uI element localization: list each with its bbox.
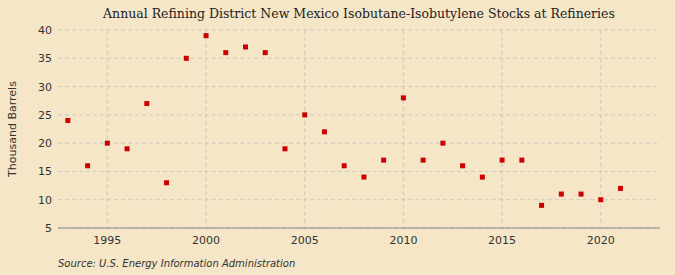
point xyxy=(539,203,544,208)
point xyxy=(263,50,268,55)
y-grid-line xyxy=(58,171,660,172)
point xyxy=(105,141,110,146)
y-tick-label: 15 xyxy=(38,165,52,178)
chart: 5 10 15 20 25 30 35 40 1995 2000 2005 2010 2015 2020 A… xyxy=(0,0,675,275)
point xyxy=(302,112,307,117)
point xyxy=(579,192,584,197)
point xyxy=(598,197,603,202)
x-tick-label: 2000 xyxy=(192,234,220,247)
point xyxy=(125,146,130,151)
y-grid-line xyxy=(58,30,660,31)
background xyxy=(0,0,675,275)
points xyxy=(65,33,623,208)
y-grid-line xyxy=(58,228,660,229)
point xyxy=(85,163,90,168)
point xyxy=(480,175,485,180)
x-grid-line xyxy=(304,30,305,228)
point xyxy=(282,146,287,151)
y-axis-label: Thousand Barrels xyxy=(6,81,19,178)
y-tick-label: 20 xyxy=(38,137,52,150)
point xyxy=(204,33,209,38)
point xyxy=(460,163,465,168)
y-tick-label: 25 xyxy=(38,109,52,122)
point xyxy=(164,180,169,185)
x-grid-line xyxy=(403,30,404,228)
x-grid-line xyxy=(206,30,207,228)
point xyxy=(184,56,189,61)
x-tick-label: 2005 xyxy=(291,234,319,247)
point xyxy=(421,158,426,163)
point xyxy=(519,158,524,163)
x-tick-label: 2020 xyxy=(587,234,615,247)
point xyxy=(559,192,564,197)
y-grid-line xyxy=(58,86,660,87)
y-grid-line xyxy=(58,114,660,115)
point xyxy=(618,186,623,191)
y-grid-line xyxy=(58,58,660,59)
point xyxy=(243,44,248,49)
point xyxy=(401,95,406,100)
x-tick-label: 1995 xyxy=(93,234,121,247)
point xyxy=(223,50,228,55)
x-axis-line xyxy=(58,228,660,229)
point xyxy=(381,158,386,163)
point xyxy=(342,163,347,168)
title: Annual Refining District New Mexico Isob… xyxy=(102,6,615,21)
point xyxy=(500,158,505,163)
x-grid-line xyxy=(502,30,503,228)
point xyxy=(65,118,70,123)
point xyxy=(144,101,149,106)
y-tick-label: 30 xyxy=(38,81,52,94)
y-tick-label: 40 xyxy=(38,24,52,37)
y-grid-line xyxy=(58,199,660,200)
point xyxy=(440,141,445,146)
x-tick-label: 2015 xyxy=(488,234,516,247)
y-tick-label: 10 xyxy=(38,194,52,207)
source: Source: U.S. Energy Information Administ… xyxy=(58,258,295,269)
point xyxy=(322,129,327,134)
x-grid-line xyxy=(107,30,108,228)
point xyxy=(361,175,366,180)
grid xyxy=(58,30,660,228)
y-tick-label: 35 xyxy=(38,52,52,65)
y-tick-label: 5 xyxy=(45,222,52,235)
y-grid-line xyxy=(58,143,660,144)
x-tick-label: 2010 xyxy=(389,234,417,247)
